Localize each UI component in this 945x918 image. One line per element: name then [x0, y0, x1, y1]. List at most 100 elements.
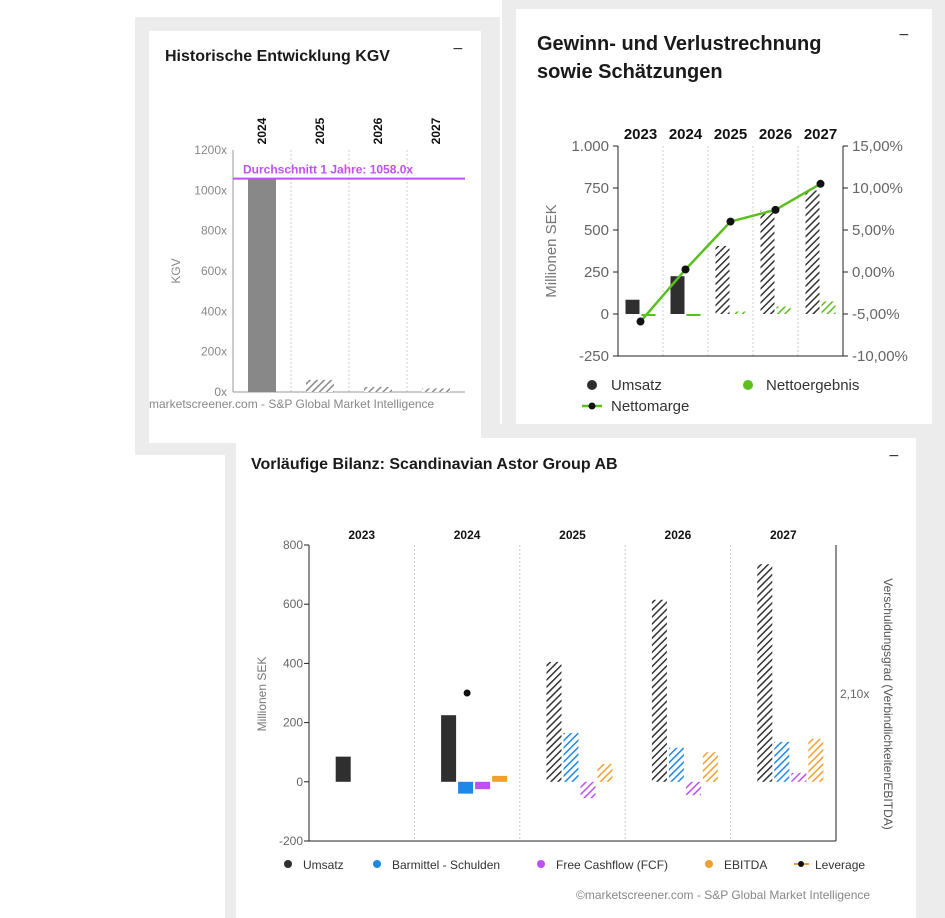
bilanz-ebitda-bar-2026 — [702, 752, 718, 782]
bilanz-umsatz-bar-2024 — [441, 715, 457, 782]
bilanz-free-cashflow-fcf-bar-2026 — [685, 781, 701, 796]
guv-y2-tick-label: -5,00% — [852, 306, 900, 323]
guv-umsatz-bar-2024 — [670, 276, 685, 314]
bilanz-free-cashflow-fcf-bar-2025 — [580, 781, 596, 799]
guv-nettoergebnis-bar-2025 — [731, 311, 746, 314]
bilanz-free-cashflow-fcf-bar-2024 — [475, 781, 491, 790]
guv-nettomarge-line — [639, 182, 822, 323]
bilanz-y-tick-label: 0 — [296, 775, 303, 789]
bilanz-ebitda-bar-2024 — [492, 775, 508, 782]
guv-y2-tick-label: -10,00% — [852, 348, 908, 365]
bilanz-legend-ebitda: EBITDA — [724, 858, 767, 872]
guv-legend-umsatz: Umsatz — [611, 377, 662, 394]
bilanz-legend-umsatz: Umsatz — [303, 858, 344, 872]
kgv-year-label: 2024 — [255, 117, 269, 144]
bilanz-ebitda-bar-2027 — [808, 738, 824, 782]
kgv-chart: 0x 200x 400x 600x 800x 1000x 1200x KGV 2024 2025 2… — [169, 117, 465, 399]
bilanz-umsatz-bar-2023 — [335, 756, 351, 782]
guv-y-tick-label: 1.000 — [571, 138, 609, 155]
bilanz-year-label: 2025 — [559, 528, 586, 542]
bilanz-barmittel-schulden-bar-2025 — [563, 732, 579, 782]
kgv-y-tick-label: 1000x — [194, 183, 227, 197]
guv-legend-umsatz-marker — [587, 380, 597, 390]
guv-y2-tick-label: 15,00% — [852, 138, 903, 155]
guv-year-label: 2025 — [714, 126, 747, 143]
guv-title-line1: Gewinn- und Verlustrechnung — [537, 33, 822, 55]
bilanz-chart: -200 0 200 400 600 800 Millionen SEK 2,10x Versc… — [255, 528, 895, 872]
bilanz-y-tick-label: 600 — [283, 597, 303, 611]
kgv-y-tick-label: 400x — [201, 304, 227, 318]
bilanz-y-tick-label: 400 — [283, 656, 303, 670]
kgv-year-label: 2025 — [313, 117, 327, 144]
bilanz-year-label: 2023 — [348, 528, 375, 542]
kgv-bar-2024 — [248, 178, 276, 392]
kgv-y-tick-label: 600x — [201, 264, 227, 278]
bilanz-y-tick-label: 800 — [283, 538, 303, 552]
guv-nettomarge-point-2024 — [681, 265, 690, 274]
bilanz-legend-umsatz-marker — [284, 860, 292, 868]
kgv-y-tick-label: 0x — [214, 385, 227, 399]
guv-minimize-icon[interactable]: − — [898, 27, 910, 43]
guv-y-tick-label: -250 — [579, 348, 609, 365]
guv-nettomarge-point-2027 — [816, 179, 825, 188]
kgv-minimize-icon[interactable]: − — [452, 41, 464, 57]
bilanz-legend-leverage-marker — [798, 861, 804, 867]
kgv-footer: marketscreener.com - S&P Global Market I… — [149, 397, 435, 411]
guv-umsatz-bar-2023 — [625, 299, 640, 314]
guv-nettoergebnis-bar-2027 — [821, 301, 836, 314]
kgv-y-axis-label: KGV — [169, 258, 183, 283]
bilanz-year-label: 2026 — [665, 528, 692, 542]
guv-legend-nettomarge: Nettomarge — [611, 398, 689, 415]
guv-year-label: 2023 — [624, 126, 657, 143]
guv-legend-nettoergebnis-marker — [743, 380, 753, 390]
kgv-y-tick-label: 1200x — [194, 143, 227, 157]
bilanz-legend-free-cashflow-fcf: Free Cashflow (FCF) — [556, 858, 668, 872]
guv-year-label: 2026 — [759, 126, 792, 143]
bilanz-title: Vorläufige Bilanz: Scandinavian Astor Gr… — [251, 456, 618, 473]
kgv-average-label: Durchschnitt 1 Jahre: 1058.0x — [243, 163, 413, 177]
guv-umsatz-bar-2027 — [805, 190, 820, 314]
bilanz-barmittel-schulden-bar-2024 — [458, 781, 474, 794]
guv-nettoergebnis-bar-2023 — [641, 314, 656, 316]
guv-card: Gewinn- und Verlustrechnung sowie Schätz… — [516, 9, 932, 424]
guv-nettomarge-point-2023 — [636, 317, 645, 326]
bilanz-y2-tick-label: 2,10x — [840, 687, 869, 701]
bilanz-y-tick-label: -200 — [279, 834, 303, 848]
bilanz-y-tick-label: 200 — [283, 716, 303, 730]
guv-y-tick-label: 250 — [584, 264, 609, 281]
guv-legend-nettomarge-marker — [588, 402, 596, 410]
kgv-year-label: 2026 — [371, 117, 385, 144]
kgv-bar-2025 — [306, 379, 334, 392]
guv-nettoergebnis-bar-2026 — [776, 306, 791, 314]
bilanz-card: Vorläufige Bilanz: Scandinavian Astor Gr… — [236, 438, 916, 918]
guv-nettoergebnis-bar-2024 — [686, 314, 701, 316]
bilanz-y-axis-label: Millionen SEK — [255, 657, 269, 732]
bilanz-barmittel-schulden-bar-2026 — [668, 747, 684, 782]
bilanz-leverage-point-2024 — [463, 689, 471, 697]
guv-umsatz-bar-2025 — [715, 245, 730, 314]
bilanz-umsatz-bar-2027 — [757, 564, 773, 782]
bilanz-legend-barmittel-schulden-marker — [373, 860, 381, 868]
guv-y-tick-label: 0 — [601, 306, 609, 323]
bilanz-ebitda-bar-2025 — [597, 764, 613, 782]
guv-umsatz-bar-2026 — [760, 210, 775, 314]
bilanz-umsatz-bar-2026 — [651, 599, 667, 782]
bilanz-umsatz-bar-2025 — [546, 661, 562, 782]
bilanz-legend-ebitda-marker — [705, 860, 713, 868]
bilanz-legend-free-cashflow-fcf-marker — [537, 860, 545, 868]
bilanz-minimize-icon[interactable]: − — [888, 448, 900, 464]
kgv-y-tick-label: 800x — [201, 224, 227, 238]
bilanz-footer: ©marketscreener.com - S&P Global Market … — [576, 888, 871, 902]
guv-nettomarge-point-2025 — [726, 217, 735, 226]
kgv-bar-2026 — [364, 386, 392, 392]
guv-nettomarge-point-2026 — [771, 205, 780, 214]
guv-y2-tick-label: 0,00% — [852, 264, 895, 281]
bilanz-y2-axis-label: Verschuldungsgrad (Verbindlichkeiten/EBI… — [881, 578, 895, 829]
bilanz-legend-barmittel-schulden: Barmittel - Schulden — [392, 858, 500, 872]
kgv-card: Historische Entwicklung KGV − — [149, 31, 481, 443]
guv-legend-nettoergebnis: Nettoergebnis — [766, 377, 859, 394]
kgv-year-label: 2027 — [429, 117, 443, 144]
guv-y2-tick-label: 5,00% — [852, 222, 895, 239]
guv-title-line2: sowie Schätzungen — [537, 61, 723, 83]
bilanz-free-cashflow-fcf-bar-2027 — [791, 772, 807, 782]
